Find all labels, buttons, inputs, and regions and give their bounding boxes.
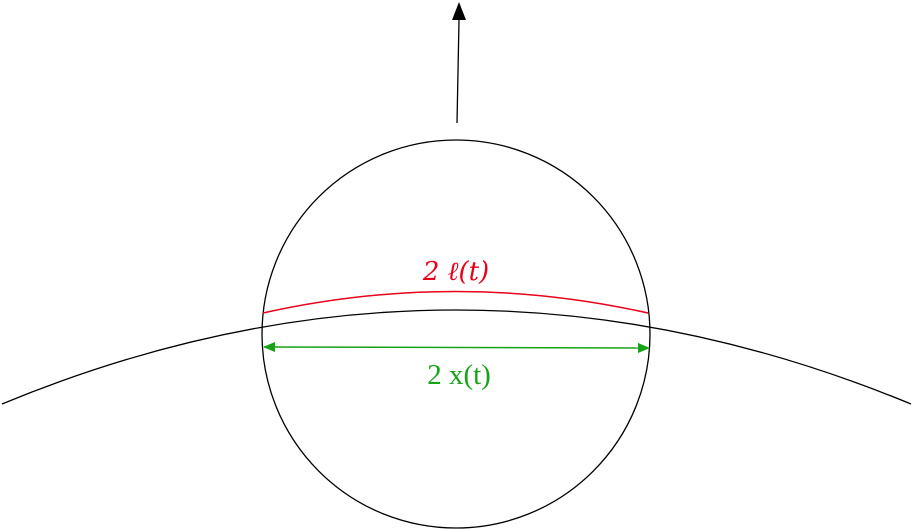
arrow-up-icon [452,2,466,20]
red-arc [262,290,649,314]
arc-length-label: 2 ℓ(t) [422,257,489,287]
surface-arc [1,309,912,405]
double-headed-arrow-icon [263,342,650,353]
chord-width-label: 2 x(t) [427,359,491,391]
up-arrow-shaft [456,19,460,124]
sphere-circle [261,139,651,529]
